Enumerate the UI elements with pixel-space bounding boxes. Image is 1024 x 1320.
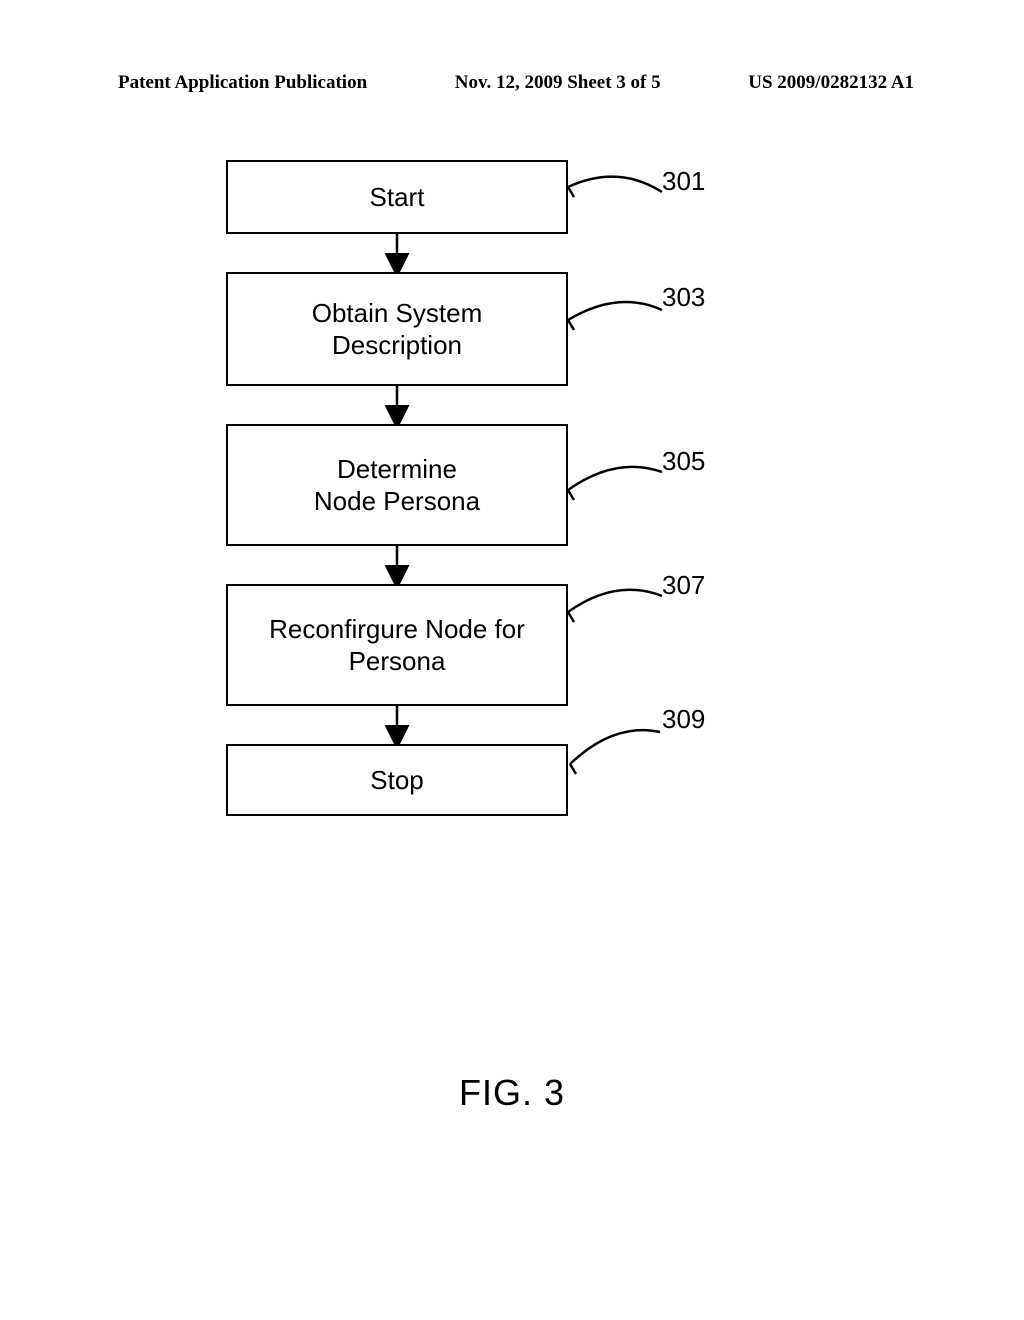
figure-area: Start Obtain SystemDescription DetermineNo…: [0, 0, 1024, 1320]
leader-301: [568, 177, 662, 192]
leader-tick-305: [568, 490, 574, 500]
leader-307: [568, 590, 662, 612]
flow-box-reconfig: Reconfirgure Node forPersona: [226, 584, 568, 706]
flow-box-obtain: Obtain SystemDescription: [226, 272, 568, 386]
flow-box-label: Start: [370, 181, 425, 214]
figure-caption: FIG. 3: [0, 1072, 1024, 1114]
flow-box-label: Reconfirgure Node forPersona: [269, 613, 525, 678]
flow-box-persona: DetermineNode Persona: [226, 424, 568, 546]
leader-tick-307: [568, 612, 574, 622]
ref-label-301: 301: [662, 166, 705, 197]
ref-label-307: 307: [662, 570, 705, 601]
ref-label-309: 309: [662, 704, 705, 735]
leader-tick-303: [568, 320, 574, 330]
leader-305: [568, 467, 662, 490]
flow-box-stop: Stop: [226, 744, 568, 816]
flow-box-start: Start: [226, 160, 568, 234]
leader-tick-309: [570, 764, 576, 774]
ref-label-305: 305: [662, 446, 705, 477]
ref-label-303: 303: [662, 282, 705, 313]
flow-box-label: DetermineNode Persona: [314, 453, 480, 518]
leader-309: [570, 730, 660, 764]
leader-tick-301: [568, 187, 574, 197]
flow-box-label: Obtain SystemDescription: [312, 297, 483, 362]
flow-box-label: Stop: [370, 764, 424, 797]
leader-303: [568, 302, 662, 320]
